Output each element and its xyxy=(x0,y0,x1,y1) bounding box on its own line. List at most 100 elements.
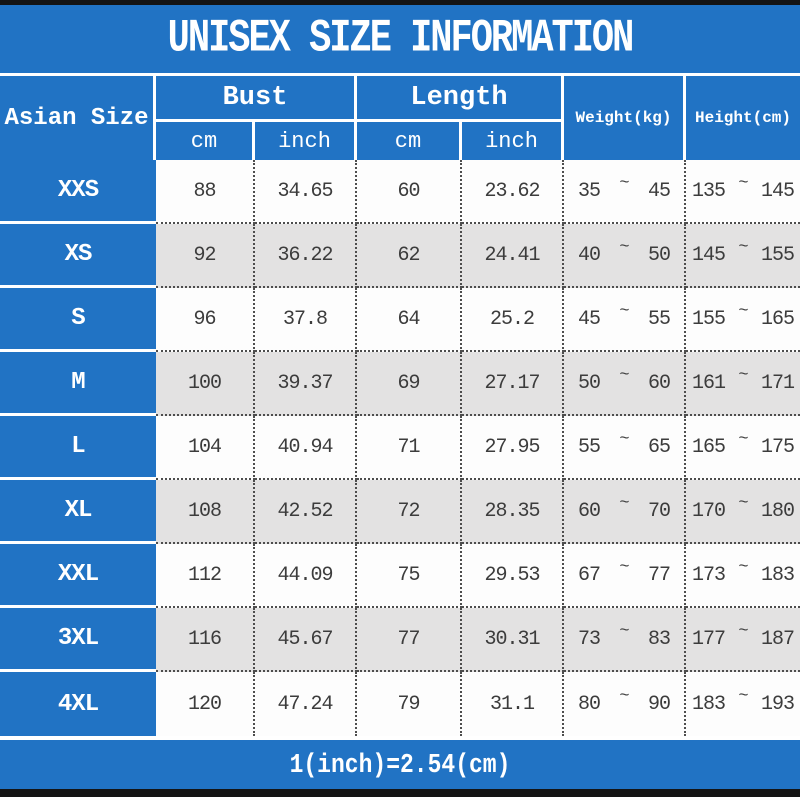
table-body: XXS 88 34.65 60 23.62 35 ~ 45 135 ~ 145 … xyxy=(0,160,800,736)
weight-min: 60 xyxy=(578,499,601,523)
conversion-note: 1(inch)=2.54(cm) xyxy=(289,749,511,780)
tilde-symbol: ~ xyxy=(738,301,748,321)
weight-range: 55 ~ 65 xyxy=(564,416,686,480)
tilde-symbol: ~ xyxy=(619,493,629,513)
bust-inch-value: 44.09 xyxy=(255,544,357,608)
length-cm-value: 72 xyxy=(357,480,462,544)
weight-min: 40 xyxy=(578,243,601,267)
table-row: XL 108 42.52 72 28.35 60 ~ 70 170 ~ 180 xyxy=(0,480,800,544)
size-label: XL xyxy=(0,480,156,544)
table-row: S 96 37.8 64 25.2 45 ~ 55 155 ~ 165 xyxy=(0,288,800,352)
header-bust-inch: inch xyxy=(255,122,357,160)
weight-min: 80 xyxy=(578,692,601,716)
bottom-frame-bar xyxy=(0,789,800,797)
header-height: Height(cm) xyxy=(694,109,791,127)
length-inch-value: 31.1 xyxy=(462,672,564,736)
table-row: XXL 112 44.09 75 29.53 67 ~ 77 173 ~ 183 xyxy=(0,544,800,608)
bust-cm-value: 120 xyxy=(156,672,255,736)
size-label: XXL xyxy=(0,544,156,608)
table-row: XXS 88 34.65 60 23.62 35 ~ 45 135 ~ 145 xyxy=(0,160,800,224)
tilde-symbol: ~ xyxy=(738,173,748,193)
weight-range: 45 ~ 55 xyxy=(564,288,686,352)
tilde-symbol: ~ xyxy=(619,301,629,321)
height-max: 155 xyxy=(760,243,795,267)
size-label: S xyxy=(0,288,156,352)
length-inch-value: 30.31 xyxy=(462,608,564,672)
header-length: Length xyxy=(357,76,564,122)
weight-range: 60 ~ 70 xyxy=(564,480,686,544)
tilde-symbol: ~ xyxy=(619,429,629,449)
weight-max: 70 xyxy=(647,499,671,523)
height-range: 155 ~ 165 xyxy=(686,288,800,352)
length-inch-value: 23.62 xyxy=(462,160,564,224)
header-length-cm: cm xyxy=(357,122,462,160)
bust-inch-value: 36.22 xyxy=(255,224,357,288)
length-inch-value: 27.95 xyxy=(462,416,564,480)
bust-inch-value: 40.94 xyxy=(255,416,357,480)
height-min: 155 xyxy=(692,307,726,331)
height-max: 187 xyxy=(760,627,795,651)
height-min: 170 xyxy=(692,499,726,523)
top-frame-bar xyxy=(0,0,800,5)
height-min: 135 xyxy=(692,179,726,203)
weight-max: 55 xyxy=(647,307,671,331)
weight-range: 40 ~ 50 xyxy=(564,224,686,288)
header-bust-cm: cm xyxy=(156,122,255,160)
height-max: 171 xyxy=(760,371,795,395)
tilde-symbol: ~ xyxy=(738,365,748,385)
length-cm-value: 75 xyxy=(357,544,462,608)
tilde-symbol: ~ xyxy=(738,686,748,706)
bust-cm-value: 116 xyxy=(156,608,255,672)
weight-range: 73 ~ 83 xyxy=(564,608,686,672)
bust-inch-value: 34.65 xyxy=(255,160,357,224)
header-asian-size: Asian Size xyxy=(0,76,156,160)
weight-min: 35 xyxy=(578,179,601,203)
height-max: 165 xyxy=(760,307,795,331)
tilde-symbol: ~ xyxy=(619,557,629,577)
length-inch-value: 25.2 xyxy=(462,288,564,352)
table-row: L 104 40.94 71 27.95 55 ~ 65 165 ~ 175 xyxy=(0,416,800,480)
length-cm-value: 64 xyxy=(357,288,462,352)
tilde-symbol: ~ xyxy=(738,429,748,449)
height-range: 145 ~ 155 xyxy=(686,224,800,288)
size-label: XS xyxy=(0,224,156,288)
weight-min: 67 xyxy=(578,563,601,587)
height-min: 173 xyxy=(692,563,726,587)
tilde-symbol: ~ xyxy=(619,237,629,257)
weight-min: 73 xyxy=(578,627,601,651)
bust-cm-value: 88 xyxy=(156,160,255,224)
bust-inch-value: 47.24 xyxy=(255,672,357,736)
size-label: L xyxy=(0,416,156,480)
table-row: 4XL 120 47.24 79 31.1 80 ~ 90 183 ~ 193 xyxy=(0,672,800,736)
tilde-symbol: ~ xyxy=(738,493,748,513)
height-min: 177 xyxy=(692,627,726,651)
header-bust: Bust xyxy=(156,76,357,122)
bust-cm-value: 92 xyxy=(156,224,255,288)
table-row: XS 92 36.22 62 24.41 40 ~ 50 145 ~ 155 xyxy=(0,224,800,288)
weight-max: 65 xyxy=(647,435,671,459)
bust-inch-value: 39.37 xyxy=(255,352,357,416)
table-row: M 100 39.37 69 27.17 50 ~ 60 161 ~ 171 xyxy=(0,352,800,416)
height-range: 165 ~ 175 xyxy=(686,416,800,480)
page-title: UNISEX SIZE INFORMATION xyxy=(167,12,635,66)
height-range: 183 ~ 193 xyxy=(686,672,800,736)
tilde-symbol: ~ xyxy=(619,173,629,193)
weight-range: 35 ~ 45 xyxy=(564,160,686,224)
height-range: 173 ~ 183 xyxy=(686,544,800,608)
size-label: M xyxy=(0,352,156,416)
weight-min: 45 xyxy=(578,307,601,331)
bust-cm-value: 104 xyxy=(156,416,255,480)
size-label: XXS xyxy=(0,160,156,224)
tilde-symbol: ~ xyxy=(619,365,629,385)
length-cm-value: 79 xyxy=(357,672,462,736)
length-cm-value: 60 xyxy=(357,160,462,224)
weight-max: 83 xyxy=(647,627,671,651)
tilde-symbol: ~ xyxy=(619,686,629,706)
height-max: 193 xyxy=(760,692,795,716)
height-max: 183 xyxy=(760,563,795,587)
length-inch-value: 27.17 xyxy=(462,352,564,416)
weight-max: 50 xyxy=(647,243,671,267)
height-max: 145 xyxy=(760,179,795,203)
length-inch-value: 29.53 xyxy=(462,544,564,608)
header-weight: Weight(kg) xyxy=(564,76,686,160)
